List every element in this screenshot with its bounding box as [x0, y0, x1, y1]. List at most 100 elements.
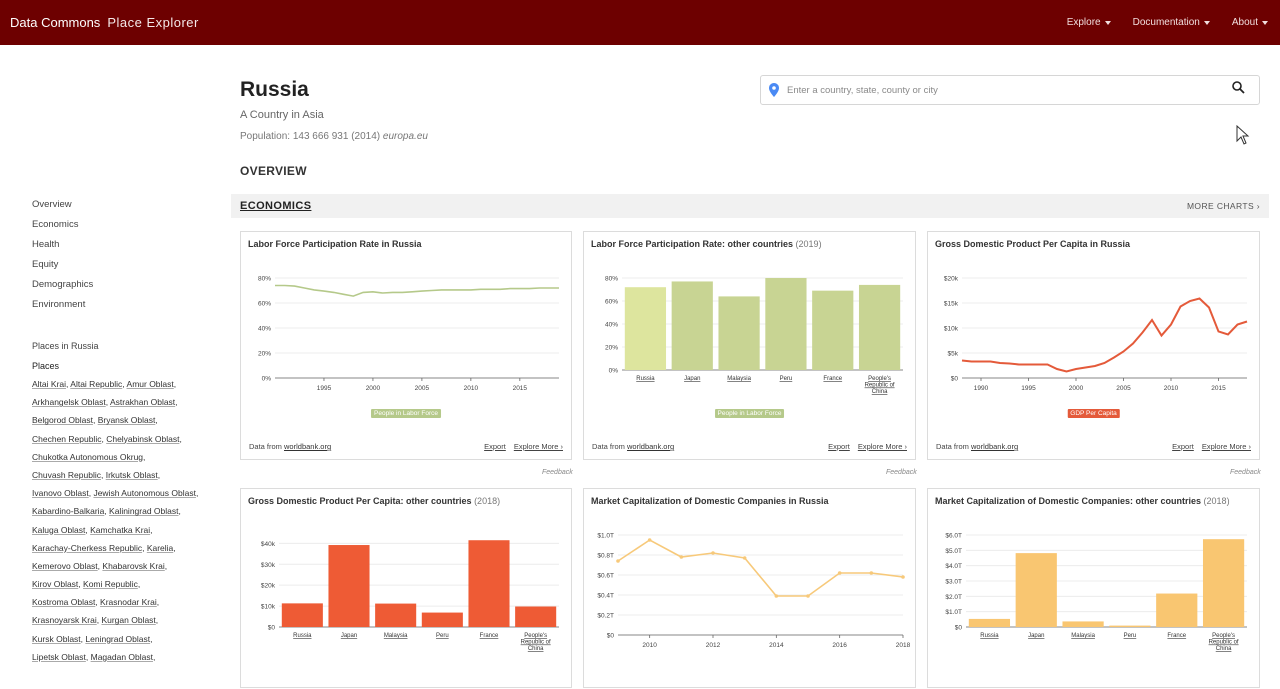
- chart-title-text: Labor Force Participation Rate: other co…: [591, 239, 794, 249]
- place-link[interactable]: Komi Republic: [83, 579, 138, 590]
- x-category-label: Malaysia: [384, 633, 408, 639]
- place-link[interactable]: Khabarovsk Krai: [102, 560, 165, 571]
- place-link[interactable]: Kostroma Oblast: [32, 597, 96, 608]
- export-link[interactable]: Export: [828, 442, 850, 451]
- place-link[interactable]: Chukotka Autonomous Okrug: [32, 451, 144, 462]
- bar: [468, 540, 510, 627]
- place-link[interactable]: Arkhangelsk Oblast: [32, 397, 106, 408]
- place-link[interactable]: Magadan Oblast: [90, 651, 153, 662]
- sidebar-item-environment[interactable]: Environment: [32, 299, 86, 310]
- place-link[interactable]: Bryansk Oblast: [97, 415, 156, 426]
- nav-documentation-menu[interactable]: Documentation: [1133, 17, 1210, 28]
- place-link[interactable]: Krasnodar Krai: [100, 597, 157, 608]
- nav-about-menu[interactable]: About: [1232, 17, 1268, 28]
- place-link[interactable]: Kursk Oblast: [32, 633, 81, 644]
- place-link[interactable]: Kabardino-Balkaria: [32, 506, 105, 517]
- x-tick-label: 2010: [1164, 385, 1179, 392]
- sidebar-item-demographics[interactable]: Demographics: [32, 279, 94, 290]
- place-link[interactable]: Jewish Autonomous Oblast: [93, 488, 196, 499]
- nav-about-label: About: [1231, 17, 1258, 28]
- place-link[interactable]: Astrakhan Oblast: [109, 397, 176, 408]
- section-title-link[interactable]: ECONOMICS: [240, 200, 312, 212]
- chart-card: Gross Domestic Product Per Capita: other…: [240, 488, 572, 688]
- chart-card: Labor Force Participation Rate in Russia…: [240, 231, 572, 460]
- sidebar-item-health[interactable]: Health: [32, 239, 60, 250]
- nav-explore-menu[interactable]: Explore: [1067, 17, 1111, 28]
- bar: [968, 618, 1011, 627]
- legend-tag[interactable]: People in Labor Force: [371, 409, 441, 418]
- place-link[interactable]: Kamchatka Krai: [90, 524, 151, 535]
- chart-title: Labor Force Participation Rate in Russia: [248, 239, 422, 249]
- export-link[interactable]: Export: [484, 442, 506, 451]
- legend-tag[interactable]: People in Labor Force: [714, 409, 785, 418]
- chart-svg: 0% 20% 40% 60% 80% 1995 2000 2005 2010 2015: [258, 276, 559, 392]
- place-separator: ,: [96, 615, 102, 626]
- place-line: Chukotka Autonomous Okrug,: [32, 452, 222, 470]
- child-places-list: Altai Krai, Altai Republic, Amur Oblast,…: [32, 379, 222, 670]
- place-link[interactable]: Kaliningrad Oblast: [109, 506, 179, 517]
- place-separator: ,: [142, 542, 147, 553]
- sidebar-item-overview[interactable]: Overview: [32, 199, 72, 210]
- place-link[interactable]: Chechen Republic: [32, 433, 102, 444]
- place-link[interactable]: Kirov Oblast: [32, 579, 79, 590]
- explore-more-link[interactable]: Explore More ›: [513, 442, 563, 451]
- place-separator: ,: [143, 451, 146, 462]
- place-link[interactable]: Chelyabinsk Oblast: [106, 433, 180, 444]
- chart-year: (2018): [471, 496, 501, 506]
- brand-subtitle: Place Explorer: [107, 15, 199, 30]
- chevron-down-icon: [1262, 20, 1268, 25]
- data-source-link[interactable]: worldbank.org: [627, 442, 675, 451]
- feedback-link[interactable]: Feedback: [1230, 469, 1261, 476]
- explore-more-link[interactable]: Explore More ›: [857, 442, 907, 451]
- export-link[interactable]: Export: [1172, 442, 1194, 451]
- explore-more-link[interactable]: Explore More ›: [1201, 442, 1251, 451]
- place-link[interactable]: Chuvash Republic: [32, 469, 101, 480]
- place-link[interactable]: Altai Republic: [70, 379, 123, 389]
- place-link[interactable]: Kurgan Oblast: [101, 615, 156, 626]
- bar: [515, 606, 557, 627]
- bar: [624, 287, 667, 370]
- x-tick-label: 2005: [415, 385, 430, 392]
- data-point: [679, 555, 684, 559]
- brand-link[interactable]: Data Commons Place Explorer: [10, 15, 199, 30]
- bar: [281, 603, 323, 627]
- x-tick-label: 2015: [1211, 385, 1226, 392]
- bar: [1015, 553, 1057, 627]
- brand-title: Data Commons: [10, 15, 101, 30]
- search-input[interactable]: Enter a country, state, county or city: [787, 84, 938, 96]
- place-separator: ,: [157, 469, 161, 480]
- place-link[interactable]: Lipetsk Oblast: [32, 651, 86, 662]
- place-link[interactable]: Kemerovo Oblast: [32, 560, 98, 571]
- sidebar-item-economics[interactable]: Economics: [32, 219, 79, 230]
- data-source-link[interactable]: worldbank.org: [971, 442, 1019, 451]
- series-line: [961, 297, 1248, 373]
- place-link[interactable]: Kaluga Oblast: [32, 524, 86, 535]
- place-link[interactable]: Irkutsk Oblast: [105, 469, 158, 480]
- chart-card: Market Capitalization of Domestic Compan…: [927, 488, 1260, 688]
- more-charts-link[interactable]: MORE CHARTS ›: [1186, 201, 1260, 211]
- x-category-label: Japan: [684, 376, 700, 382]
- place-link[interactable]: Karelia: [146, 542, 174, 553]
- feedback-link[interactable]: Feedback: [886, 469, 917, 476]
- place-link[interactable]: Karachay-Cherkess Republic: [32, 542, 143, 553]
- place-link[interactable]: Krasnoyarsk Krai: [32, 615, 97, 626]
- legend-tag[interactable]: GDP Per Capita: [1067, 409, 1120, 418]
- place-link[interactable]: Belgorod Oblast: [32, 415, 93, 426]
- mouse-cursor-icon: [1236, 124, 1250, 150]
- chart-title: Market Capitalization of Domestic Compan…: [591, 496, 829, 506]
- y-tick-label: $0.8T: [597, 553, 614, 560]
- place-link[interactable]: Altai Krai: [32, 379, 67, 389]
- search-icon[interactable]: [1232, 81, 1245, 99]
- place-link[interactable]: Amur Oblast: [126, 379, 174, 389]
- data-point: [647, 538, 652, 542]
- x-category-label: France: [823, 376, 842, 382]
- place-search-box[interactable]: Enter a country, state, county or city: [760, 75, 1260, 105]
- feedback-link[interactable]: Feedback: [542, 469, 573, 476]
- x-tick-label: 1990: [974, 385, 989, 392]
- place-link[interactable]: Leningrad Oblast: [85, 633, 151, 644]
- sidebar-item-equity[interactable]: Equity: [32, 259, 59, 270]
- data-source: Data from worldbank.org: [936, 442, 1018, 451]
- x-category-label: People's: [868, 376, 891, 382]
- data-source-link[interactable]: worldbank.org: [284, 442, 332, 451]
- place-link[interactable]: Ivanovo Oblast: [32, 488, 89, 499]
